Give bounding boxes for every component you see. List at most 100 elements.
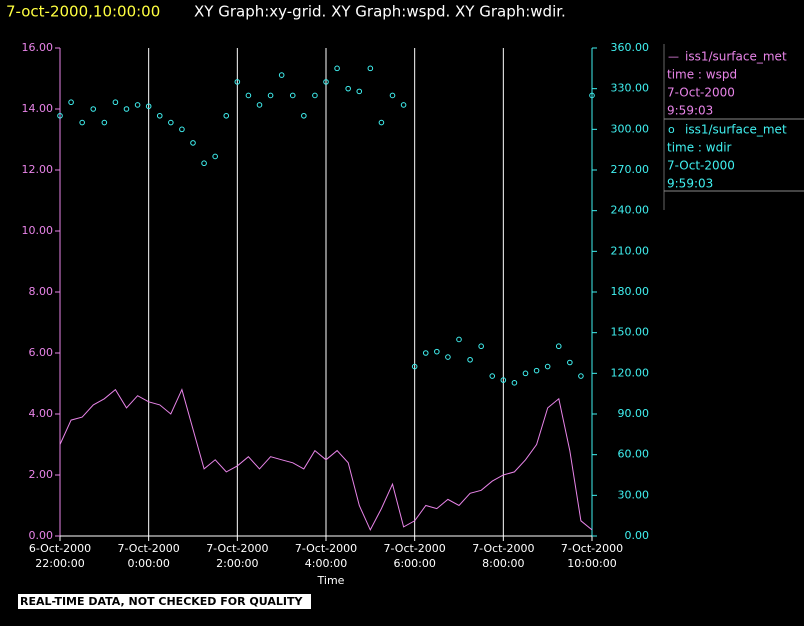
y-tick-label: 2.00 [29,468,54,481]
legend-detail: time : wdir [667,141,732,155]
scatter-point [511,380,518,386]
scatter-point [533,367,540,374]
y-tick-label: 10.00 [22,224,54,237]
scatter-point [234,79,241,85]
legend-detail: time : wspd [667,68,737,82]
x-tick-label: 8:00:00 [482,557,524,570]
x-tick-label: 7-Oct-2000 [472,542,534,555]
scatter-point [278,72,285,78]
scatter-point [68,99,74,106]
scatter-point [123,106,130,112]
note-box [18,594,311,609]
scatter-point [57,112,63,119]
scatter-point [589,92,595,99]
legend-marker: o [668,123,675,136]
scatter-point [400,102,407,108]
legend-marker: — [668,50,679,63]
scatter-point [345,85,351,92]
scatter-point [378,119,385,126]
scatter-point [578,373,584,379]
scatter-point [323,79,329,85]
scatter-point [367,65,374,72]
scatter-point [478,343,484,350]
y2-tick-label: 30.00 [618,488,650,501]
scatter-point [112,99,119,106]
scatter-point [79,119,85,126]
scatter-point [567,359,573,366]
scatter-point [389,92,396,99]
y-tick-label: 0.00 [29,529,54,542]
y2-tick-label: 300.00 [611,122,650,135]
y2-tick-label: 60.00 [618,448,650,461]
y2-tick-label: 0.00 [625,529,650,542]
scatter-point [289,92,296,99]
y-tick-label: 4.00 [29,407,54,420]
x-tick-label: 4:00:00 [305,557,347,570]
scatter-point [245,92,252,99]
legend-entry: iss1/surface_met [685,50,787,64]
scatter-point [223,112,230,119]
scatter-point [456,336,462,343]
y2-tick-label: 270.00 [611,163,650,176]
scatter-point [134,102,141,108]
scatter-point [544,363,551,370]
scatter-point [190,140,196,146]
scatter-point [522,370,529,377]
scatter-point [489,373,496,379]
legend-detail: 9:59:03 [667,177,713,191]
scatter-point [90,106,97,112]
x-tick-label: 6:00:00 [393,557,435,570]
y2-tick-label: 180.00 [611,285,650,298]
y-tick-label: 16.00 [22,41,54,54]
y2-tick-label: 360.00 [611,41,650,54]
legend-detail: 9:59:03 [667,104,713,118]
y-tick-label: 14.00 [22,102,54,115]
scatter-point [422,350,429,356]
x-tick-label: 10:00:00 [567,557,616,570]
scatter-point [356,88,363,95]
y2-tick-label: 240.00 [611,204,650,217]
legend-detail: 7-Oct-2000 [667,159,735,173]
scatter-point [312,92,318,99]
y2-tick-label: 210.00 [611,244,650,257]
x-tick-label: 7-Oct-2000 [206,542,268,555]
scatter-point [445,354,451,360]
x-tick-label: 22:00:00 [35,557,84,570]
x-tick-label: 6-Oct-2000 [29,542,91,555]
x-tick-label: 2:00:00 [216,557,258,570]
x-tick-label: 7-Oct-2000 [118,542,180,555]
scatter-point [156,112,163,119]
x-tick-label: 0:00:00 [127,557,169,570]
chart-title: XY Graph:xy-grid. XY Graph:wspd. XY Grap… [194,3,566,21]
scatter-point [411,363,418,370]
scatter-point [500,377,507,383]
y-tick-label: 6.00 [29,346,54,359]
scatter-point [145,103,152,110]
y2-tick-label: 90.00 [618,407,650,420]
y2-tick-label: 120.00 [611,366,650,379]
scatter-point [212,153,218,160]
legend-detail: 7-Oct-2000 [667,86,735,100]
y2-tick-label: 150.00 [611,326,650,339]
x-tick-label: 7-Oct-2000 [295,542,357,555]
scatter-point [179,126,185,133]
scatter-point [334,65,340,72]
scatter-point [301,112,307,119]
scatter-point [467,356,473,363]
scatter-point [267,92,274,99]
scatter-point [101,119,108,126]
scatter-point [434,348,440,355]
x-tick-label: 7-Oct-2000 [561,542,623,555]
scatter-point [256,102,263,108]
y2-tick-label: 330.00 [611,82,650,95]
x-axis-label: Time [317,574,345,587]
note: REAL-TIME DATA, NOT CHECKED FOR QUALITY [20,595,303,608]
title-time: 7-oct-2000,10:00:00 [6,3,160,21]
scatter-point [201,160,207,167]
scatter-point [168,119,174,126]
line-series [59,388,593,532]
y-tick-label: 12.00 [22,163,54,176]
x-tick-label: 7-Oct-2000 [384,542,446,555]
scatter-point [555,343,562,350]
